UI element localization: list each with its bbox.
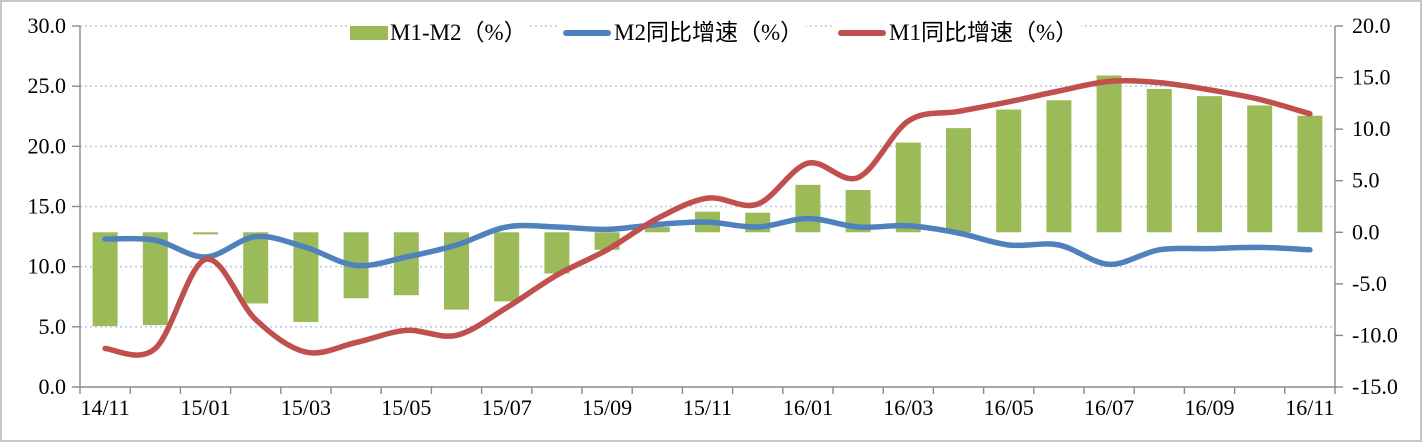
- x-axis-tick-label: 15/01: [180, 395, 230, 420]
- axis-labels: 30.0 25.0 20.0 15.0 10.0 5.0 0.0 20.0 15.0 10.0 5.…: [28, 13, 1398, 420]
- x-axis-tick-label: 15/03: [281, 395, 331, 420]
- left-axis-tick-label: 20.0: [28, 133, 67, 158]
- right-axis-tick-label: -5.0: [1352, 271, 1387, 296]
- bar: [1046, 100, 1072, 233]
- x-axis-tick-label: 15/07: [482, 395, 532, 420]
- bar: [243, 232, 269, 304]
- bar: [895, 142, 921, 233]
- right-axis-tick-label: 5.0: [1352, 168, 1380, 193]
- x-axis-tick-label: 16/07: [1084, 395, 1134, 420]
- x-axis-tick-label: 15/11: [683, 395, 732, 420]
- legend-item-m1-growth: M1同比增速（%）: [835, 18, 1082, 48]
- right-axis-tick-label: 10.0: [1352, 116, 1391, 141]
- x-axis-tick-label: 16/11: [1285, 395, 1334, 420]
- bar: [92, 232, 118, 327]
- bar-swatch-icon: [350, 26, 388, 40]
- bar: [1297, 115, 1323, 233]
- bar: [795, 184, 821, 233]
- bar: [1146, 88, 1172, 233]
- x-axis-tick-label: 16/01: [783, 395, 833, 420]
- bar: [142, 232, 168, 326]
- line-swatch-icon: [563, 30, 611, 36]
- bar: [644, 227, 670, 233]
- line-m1-growth: [102, 78, 1313, 358]
- line-m2-growth: [102, 215, 1313, 269]
- right-axis-tick-label: 20.0: [1352, 13, 1391, 38]
- legend-item-m2-growth: M2同比增速（%）: [560, 18, 807, 48]
- bar: [946, 128, 971, 233]
- axes: [72, 25, 1343, 394]
- left-axis-tick-label: 5.0: [39, 314, 67, 339]
- bar: [393, 232, 419, 296]
- legend-label-m2-growth: M2同比增速（%）: [614, 20, 804, 45]
- x-axis-tick-label: 16/03: [883, 395, 933, 420]
- x-axis-tick-label: 14/11: [80, 395, 129, 420]
- x-axis-tick-label: 16/09: [1184, 395, 1234, 420]
- left-axis-tick-label: 10.0: [28, 254, 67, 279]
- bar: [544, 232, 570, 274]
- bar: [1247, 105, 1273, 233]
- x-axis-tick-label: 16/05: [984, 395, 1034, 420]
- left-axis-tick-label: 0.0: [39, 374, 67, 399]
- line-swatch-icon: [838, 30, 886, 36]
- right-axis-tick-label: -10.0: [1352, 322, 1398, 347]
- bar: [494, 232, 520, 302]
- right-axis-tick-label: 15.0: [1352, 65, 1391, 90]
- left-axis-tick-label: 25.0: [28, 73, 67, 98]
- right-axis-tick-label: -15.0: [1352, 374, 1398, 399]
- left-axis-tick-label: 15.0: [28, 194, 67, 219]
- x-axis-tick-label: 15/09: [582, 395, 632, 420]
- bar: [1096, 75, 1122, 233]
- left-axis-tick-label: 30.0: [28, 13, 67, 38]
- gridlines: [80, 25, 1335, 328]
- right-axis-tick-label: 0.0: [1352, 219, 1380, 244]
- bar: [193, 232, 218, 235]
- legend-label-m1-growth: M1同比增速（%）: [889, 20, 1079, 45]
- bar: [1197, 96, 1222, 233]
- x-axis-tick-label: 15/05: [381, 395, 431, 420]
- bar: [996, 109, 1022, 233]
- legend-label-m1-minus-m2: M1-M2（%）: [390, 20, 527, 45]
- legend-item-m1-minus-m2: M1-M2（%）: [347, 18, 530, 48]
